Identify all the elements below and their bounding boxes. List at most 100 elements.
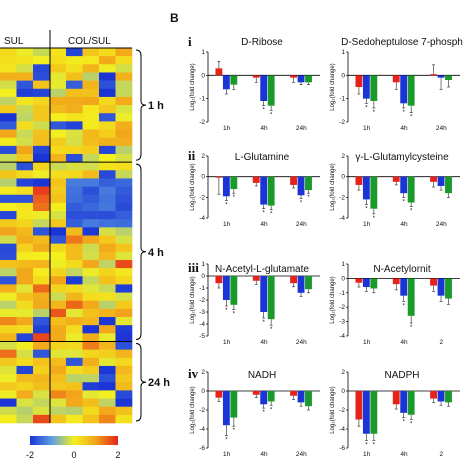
heatmap-cell	[33, 308, 50, 318]
heatmap-cell	[115, 268, 133, 277]
heatmap-cell	[49, 341, 67, 350]
chart-title: γ-L-Glutamylcysteine	[355, 152, 449, 163]
y-tick-label: -2	[339, 119, 345, 126]
y-axis-label: Log₂(fold change)	[190, 276, 196, 323]
heatmap-cell	[0, 308, 17, 318]
x-tick-label: 4h	[400, 221, 408, 228]
bar	[355, 176, 363, 185]
heatmap-cell	[16, 162, 34, 171]
bar	[222, 391, 230, 426]
heatmap-cell	[82, 398, 100, 407]
x-tick-label: 24h	[296, 125, 307, 132]
significance-mark: *	[403, 110, 406, 116]
bar	[430, 278, 437, 286]
heatmap-cell	[33, 414, 50, 424]
bar	[297, 176, 305, 196]
heatmap-cell	[16, 365, 34, 375]
heatmap-cell	[16, 243, 34, 253]
heatmap-cell	[49, 105, 67, 114]
bar	[297, 276, 305, 293]
heatmap-cell	[115, 300, 133, 310]
heatmap-cell	[99, 145, 116, 155]
heatmap-cell	[99, 325, 116, 334]
heatmap-cell	[82, 56, 100, 65]
heatmap-cell	[49, 333, 67, 342]
heatmap-cell	[82, 317, 100, 326]
heatmap-cell	[66, 219, 83, 228]
heatmap-cell	[82, 292, 100, 302]
heatmap-cell	[49, 251, 67, 261]
x-tick-label: 24h	[436, 125, 447, 132]
heatmap-cell	[99, 317, 116, 326]
heatmap-cell	[66, 357, 83, 367]
heatmap-cell	[16, 145, 34, 155]
heatmap-cell	[66, 145, 83, 155]
y-tick-label: -1	[339, 290, 345, 297]
heatmap-cell	[99, 259, 116, 269]
heatmap-cell	[82, 259, 100, 269]
heatmap-cell	[49, 276, 67, 285]
heatmap-cell	[0, 145, 17, 155]
heatmap-cell	[82, 64, 100, 73]
y-tick-label: -2	[199, 297, 205, 304]
bar	[305, 176, 312, 191]
heatmap-cell	[82, 129, 100, 138]
heatmap-cell	[115, 243, 133, 253]
y-tick-label: -5	[199, 333, 205, 340]
heatmap-cell	[82, 88, 100, 98]
heatmap-cell	[99, 268, 116, 277]
bar-chart: D-Ribose -2 -1 0 1 Log₂(fold change) 1h * * 4h 24h	[190, 37, 320, 132]
heatmap-cell	[99, 64, 116, 73]
heatmap-cell	[33, 80, 50, 90]
heatmap-cell	[49, 219, 67, 228]
heatmap-cell	[99, 129, 116, 138]
heatmap-cell	[33, 382, 50, 391]
heatmap-cell	[49, 88, 67, 98]
x-tick-label: 1h	[363, 125, 371, 132]
x-tick-label: 24h	[436, 221, 447, 228]
heatmap-cell	[66, 349, 83, 359]
significance-mark: *	[410, 422, 413, 428]
significance-mark: *	[225, 438, 228, 444]
heatmap-cell	[82, 48, 100, 57]
bar	[445, 391, 452, 403]
heatmap-cell	[115, 398, 133, 407]
heatmap-cell	[0, 186, 17, 196]
significance-mark: *	[263, 410, 266, 416]
heatmap-cell	[115, 162, 133, 171]
bar	[370, 176, 378, 209]
heatmap-cell	[99, 178, 116, 187]
bar	[305, 75, 312, 83]
heatmap-cell	[33, 162, 50, 171]
bar	[215, 276, 223, 284]
heatmap-cell	[115, 235, 133, 244]
heatmap-cell	[0, 406, 17, 416]
heatmap-cell	[82, 227, 100, 236]
heatmap-cell	[82, 406, 100, 416]
y-tick-label: 0	[341, 388, 345, 395]
heatmap-cell	[49, 382, 67, 391]
heatmap-cell	[99, 398, 116, 407]
heatmap-cell	[49, 268, 67, 277]
heatmap-cell	[66, 227, 83, 236]
heatmap-cell	[82, 153, 100, 163]
heatmap-cell	[33, 56, 50, 65]
heatmap-cell	[33, 341, 50, 350]
significance-mark: *	[410, 115, 413, 121]
heatmap-cell	[49, 48, 67, 57]
bar	[267, 391, 275, 402]
heatmap-cell	[115, 325, 133, 334]
significance-mark: *	[263, 211, 266, 217]
significance-mark: *	[365, 442, 368, 448]
heatmap-cell	[0, 251, 17, 261]
row-label: iv	[188, 366, 199, 381]
chart-title: NADH	[248, 370, 276, 381]
heatmap-cell	[115, 64, 133, 73]
heatmap-cell	[115, 80, 133, 90]
heatmap-cell	[0, 349, 17, 359]
heatmap-cell	[49, 96, 67, 106]
heatmap-cell	[115, 390, 133, 399]
heatmap-cell	[16, 284, 34, 293]
heatmap-cell	[16, 56, 34, 65]
